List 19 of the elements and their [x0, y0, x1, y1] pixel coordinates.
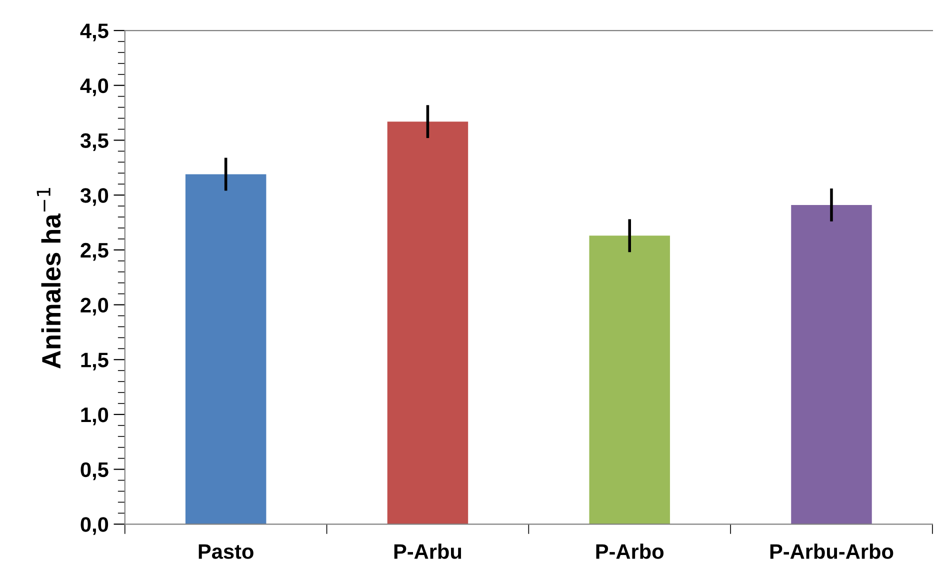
bar — [185, 174, 266, 524]
bar — [387, 122, 468, 524]
y-tick-label: 0,0 — [80, 517, 108, 535]
y-tick-label: 0,5 — [80, 462, 108, 480]
y-tick-label: 2,0 — [80, 298, 108, 316]
x-tick-label: Pasto — [198, 544, 254, 559]
x-tick-label: P-Arbo — [596, 544, 664, 559]
x-tick-label: P-Arbu — [394, 544, 462, 559]
y-tick-label: 1,5 — [81, 352, 108, 370]
y-tick-label: 2,5 — [80, 242, 108, 261]
bar — [791, 204, 872, 524]
y-tick-label: 4,0 — [80, 78, 108, 96]
y-axis-title: Animales ha$^{−1}$ — [36, 188, 61, 369]
y-tick-label: 1,0 — [81, 407, 108, 426]
x-tick-label: P-Arbu-Arbo — [770, 544, 894, 559]
y-tick-label: 3,0 — [80, 188, 108, 206]
y-tick-label: 4,5 — [80, 24, 108, 42]
bar — [589, 236, 670, 524]
y-tick-label: 3,5 — [80, 133, 108, 151]
